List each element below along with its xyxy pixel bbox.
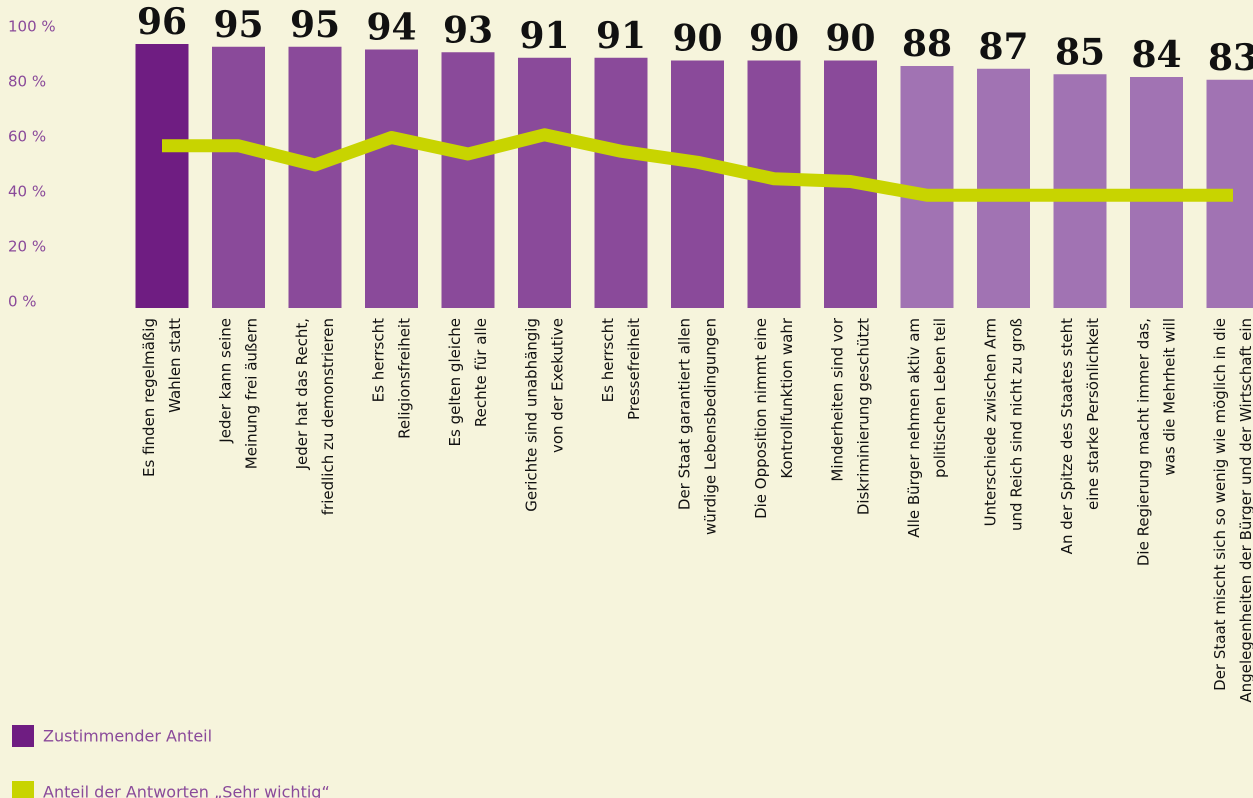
x-tick-label: Der Staat garantiert allen [676,318,694,510]
x-tick-label: friedlich zu demonstrieren [319,318,337,515]
x-tick-label: Es herrscht [599,318,617,402]
bar [365,49,418,308]
x-tick-label: Unterschiede zwischen Arm [982,318,1000,526]
x-tick-label: Jeder hat das Recht, [293,318,311,470]
x-tick-label: politischen Leben teil [931,318,949,478]
x-tick-label: Angelegenheiten der Bürger und der Wirts… [1237,318,1253,703]
value-label: 88 [902,23,952,65]
x-tick-label: würdige Lebensbedingungen [702,318,720,535]
bar [671,60,724,308]
x-tick-label: Religionsfreiheit [396,318,414,439]
bar [594,57,648,308]
legend-label: Anteil der Antworten „Sehr wichtig“ [43,783,330,798]
x-tick-label: und Reich sind nicht zu groß [1008,318,1026,531]
value-label: 91 [519,15,569,57]
bar [288,46,342,308]
value-label: 96 [137,1,187,43]
value-label: 85 [1055,31,1105,73]
x-tick-label: Es gelten gleiche [446,318,464,446]
legend-swatch [12,781,34,798]
x-tick-label: was die Mehrheit will [1161,318,1179,476]
y-tick-label: 0 % [8,293,37,311]
x-tick-label: Minderheiten sind vor [829,317,847,481]
value-label: 90 [749,18,799,60]
bar [212,46,265,308]
value-label: 84 [1131,34,1181,76]
x-tick-label: von der Exekutive [549,318,567,453]
bar [518,57,571,308]
y-tick-label: 20 % [8,238,46,256]
x-tick-label: An der Spitze des Staates steht [1058,318,1076,554]
x-tick-label: Es herrscht [370,318,388,402]
x-tick-label: Die Regierung macht immer das, [1135,318,1153,566]
x-tick-label: Rechte für alle [472,318,490,427]
value-label: 90 [825,18,875,60]
x-tick-label: Gerichte sind unabhängig [523,318,541,512]
x-tick-label: Der Staat mischt sich so wenig wie mögli… [1211,318,1229,691]
x-tick-label: eine starke Persönlichkeit [1084,318,1102,510]
x-tick-label: Diskriminierung geschützt [855,318,873,515]
x-tick-label: Wahlen statt [166,318,184,413]
value-label: 90 [672,18,722,60]
value-label: 91 [596,15,646,57]
value-label: 95 [290,4,340,46]
x-tick-label: Jeder kann seine [217,318,235,444]
x-tick-label: Kontrollfunktion wahr [778,317,796,478]
value-label: 93 [443,9,493,51]
y-tick-label: 40 % [8,183,46,201]
value-label: 83 [1208,37,1253,79]
y-tick-label: 80 % [8,73,46,91]
legend-label: Zustimmender Anteil [43,727,212,746]
bar [441,52,495,308]
bar [977,68,1030,308]
y-tick-label: 100 % [8,18,56,36]
x-tick-label: Es finden regelmäßig [140,318,158,477]
x-tick-label: Meinung frei äußern [243,318,261,469]
value-label: 94 [366,7,416,49]
x-tick-label: Die Opposition nimmt eine [752,318,770,519]
value-label: 87 [978,26,1028,68]
legend-swatch [12,725,34,747]
y-tick-label: 60 % [8,128,46,146]
x-tick-label: Alle Bürger nehmen aktiv am [905,318,923,538]
line [162,128,1233,202]
bar [135,44,189,308]
x-tick-label: Pressefreiheit [625,318,643,420]
value-label: 95 [213,4,263,46]
